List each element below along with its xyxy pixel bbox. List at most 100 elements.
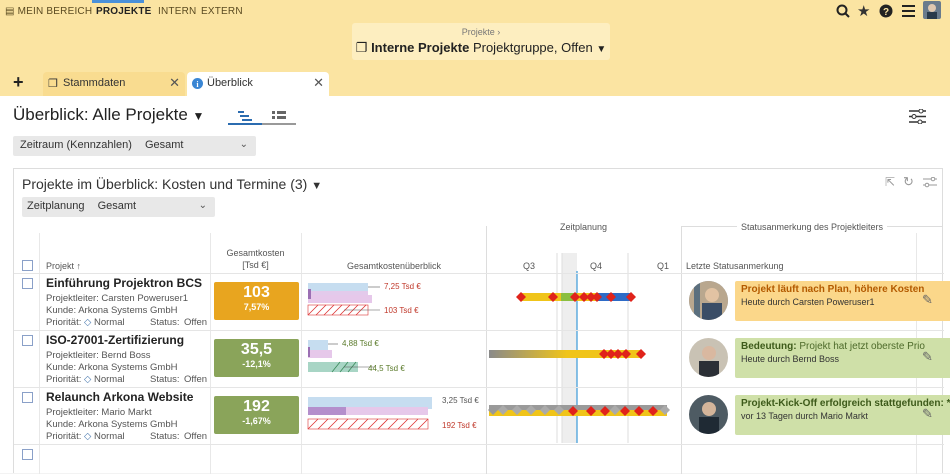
cost-overview-chart	[308, 340, 374, 373]
cost-overview-chart	[307, 283, 380, 316]
cost-overview-header: Gesamtkostenüberblick	[346, 261, 442, 271]
gantt-view-button[interactable]	[228, 108, 262, 125]
cost-top-label: 3,25 Tsd €	[442, 396, 479, 405]
chevron-down-icon[interactable]: ▼	[596, 44, 607, 55]
avatar	[689, 338, 728, 377]
status-value: Offen	[184, 317, 208, 328]
status-note[interactable]: Projekt-Kick-Off erfolgreich stattgefund…	[735, 395, 950, 435]
document-icon: ▤	[5, 6, 15, 17]
breadcrumb-parent[interactable]: Projekte	[461, 27, 495, 37]
nav-projekte[interactable]: PROJEKTE	[96, 6, 152, 17]
status-note[interactable]: Bedeutung: Projekt hat jetzt oberste Pri…	[735, 338, 950, 378]
cost-bottom-label: 103 Tsd €	[384, 306, 419, 315]
tab-stammdaten[interactable]: ❐ Stammdaten ✕	[43, 72, 185, 96]
breadcrumb-current: Interne Projekte	[371, 40, 470, 55]
status-group-header: Statusanmerkung des Projektleiters	[736, 222, 888, 232]
help-icon[interactable]: ?	[879, 4, 893, 18]
gantt-bar[interactable]	[487, 346, 681, 362]
nav-extern[interactable]: EXTERN	[201, 6, 243, 17]
active-nav-indicator	[92, 0, 144, 3]
project-leader: Projektleiter: Carsten Poweruser1	[46, 293, 189, 304]
chevron-down-icon: ⌄	[239, 139, 248, 150]
project-column-header[interactable]: Projekt ↑	[46, 261, 82, 271]
cost-top-label: 7,25 Tsd €	[384, 282, 421, 291]
cost-bottom-label: 192 Tsd €	[442, 421, 477, 430]
diamond-icon: ◇	[84, 431, 92, 442]
diamond-icon: ◇	[84, 374, 92, 385]
menu-icon[interactable]	[902, 5, 915, 17]
gantt-icon	[238, 111, 252, 121]
tab-ueberblick[interactable]: i Überblick ✕	[187, 72, 329, 96]
page-title[interactable]: Überblick: Alle Projekte ▼	[13, 105, 205, 124]
project-customer: Kunde: Arkona Systems GmbH	[46, 362, 178, 373]
folders-icon: ❐	[355, 40, 368, 55]
priority-value: Normal	[93, 431, 125, 442]
avatar	[689, 395, 728, 434]
total-cost-header: Gesamtkosten	[226, 248, 285, 258]
empty-row-checkbox[interactable]	[22, 449, 33, 460]
close-icon[interactable]: ✕	[169, 75, 180, 90]
add-tab-icon[interactable]: +	[13, 72, 24, 92]
cost-bottom-label: 44,5 Tsd €	[368, 364, 405, 373]
svg-text:i: i	[196, 80, 199, 89]
row-checkbox[interactable]	[22, 392, 33, 403]
chevron-down-icon[interactable]: ▼	[192, 109, 205, 123]
row-checkbox[interactable]	[22, 278, 33, 289]
q1-label: Q1	[657, 261, 670, 271]
user-avatar[interactable]	[923, 1, 941, 19]
panel-title[interactable]: Projekte im Überblick: Kosten und Termin…	[22, 176, 323, 192]
select-all-checkbox[interactable]	[22, 260, 33, 271]
gantt-bar[interactable]	[487, 289, 681, 305]
project-name-link[interactable]: ISO-27001-Zertifizierung	[46, 333, 185, 347]
nav-intern[interactable]: INTERN	[158, 6, 197, 17]
last-status-header: Letzte Statusanmerkung	[686, 261, 784, 271]
zeitraum-filter[interactable]: Zeitraum (Kennzahlen) Gesamt ⌄	[13, 136, 256, 156]
row-checkbox[interactable]	[22, 335, 33, 346]
tab-bar: + ❐ Stammdaten ✕ i Überblick ✕	[0, 70, 950, 96]
breadcrumb-suffix: Projektgruppe, Offen	[472, 40, 593, 55]
schedule-header: Zeitplanung	[555, 222, 612, 232]
export-icon[interactable]: ⇱	[885, 175, 896, 189]
projects-panel: Projekte im Überblick: Kosten und Termin…	[13, 168, 950, 474]
project-customer: Kunde: Arkona Systems GmbH	[46, 305, 178, 316]
panel-settings-icon[interactable]	[923, 177, 937, 188]
kpi-total-cost[interactable]: 192 -1,67%	[214, 396, 299, 434]
table-view-button[interactable]	[262, 108, 296, 125]
edit-icon[interactable]: ✎	[922, 349, 933, 364]
gantt-bar[interactable]	[487, 403, 681, 419]
project-name-link[interactable]: Relaunch Arkona Website	[46, 390, 194, 404]
kpi-total-cost[interactable]: 35,5 -12,1%	[214, 339, 299, 377]
status-value: Offen	[184, 374, 208, 385]
status-value: Offen	[184, 431, 208, 442]
avatar	[689, 281, 728, 320]
project-leader: Projektleiter: Mario Markt	[46, 407, 152, 418]
total-cost-unit: [Tsd €]	[242, 260, 269, 270]
settings-sliders-icon[interactable]	[909, 109, 926, 124]
close-icon[interactable]: ✕	[313, 75, 324, 90]
priority-value: Normal	[93, 317, 125, 328]
project-customer: Kunde: Arkona Systems GmbH	[46, 419, 178, 430]
diamond-icon: ◇	[84, 317, 92, 328]
info-icon: i	[192, 78, 203, 89]
q3-label: Q3	[523, 261, 536, 271]
project-name-link[interactable]: Einführung Projektron BCS	[46, 276, 202, 290]
q4-label: Q4	[590, 261, 603, 271]
main-content: Überblick: Alle Projekte ▼ Zeitraum (Ken…	[0, 96, 950, 474]
edit-icon[interactable]: ✎	[922, 292, 933, 307]
star-icon[interactable]: ★	[857, 3, 871, 20]
nav-mein-bereich[interactable]: ▤ MEIN BEREICH	[5, 6, 93, 17]
zeitplanung-filter[interactable]: Zeitplanung Gesamt ⌄	[22, 197, 215, 217]
svg-text:?: ?	[883, 7, 889, 18]
kpi-total-cost[interactable]: 103 7,57%	[214, 282, 299, 320]
folder-icon: ❐	[48, 78, 58, 90]
table-icon	[272, 111, 286, 119]
cost-top-label: 4,88 Tsd €	[342, 339, 379, 348]
edit-icon[interactable]: ✎	[922, 406, 933, 421]
search-icon[interactable]	[836, 4, 850, 18]
breadcrumb[interactable]: Projekte › ❐ Interne Projekte Projektgru…	[352, 23, 610, 60]
refresh-icon[interactable]: ↻	[903, 174, 914, 189]
status-note[interactable]: Projekt läuft nach Plan, höhere Kosten H…	[735, 281, 950, 321]
chevron-down-icon: ⌄	[198, 200, 207, 211]
chevron-down-icon[interactable]: ▼	[311, 180, 323, 192]
project-leader: Projektleiter: Bernd Boss	[46, 350, 151, 361]
